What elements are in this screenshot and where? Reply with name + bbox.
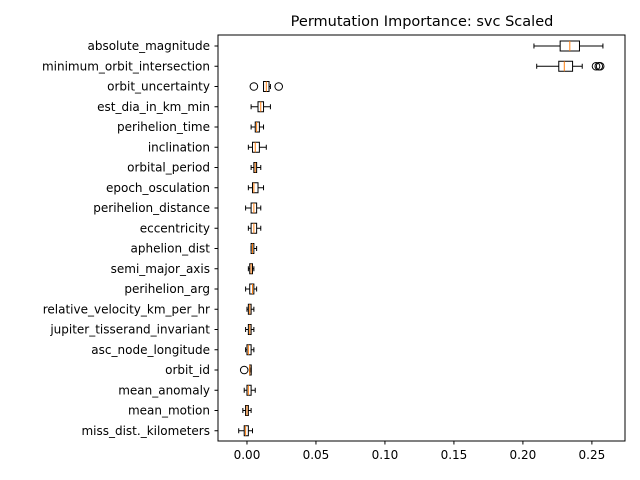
y-axis: absolute_magnitude minimum_orbit_intersec… [42, 39, 218, 438]
box-orbital-period [250, 162, 262, 173]
box-group [238, 40, 605, 437]
y-tick-label: aphelion_dist [131, 242, 211, 256]
box-inclination [247, 141, 267, 153]
box-orbit-id [239, 364, 252, 376]
box-orbit-uncertainty [249, 81, 284, 92]
y-tick-label: perihelion_time [117, 120, 210, 134]
x-tick-label: 0.25 [579, 448, 606, 462]
x-tick-label: 0.10 [372, 448, 399, 462]
y-tick-label: semi_major_axis [111, 262, 210, 276]
y-tick-label: minimum_orbit_intersection [42, 59, 210, 73]
box-iqr [243, 425, 249, 437]
box-aphelion-dist [250, 243, 258, 254]
flier-point [591, 61, 601, 71]
box-relative-velocity-km-per-hr [246, 303, 255, 315]
box-perihelion-arg [245, 283, 258, 295]
box-minimum-orbit-intersection [536, 60, 605, 72]
y-tick-label: orbital_period [127, 161, 210, 175]
x-tick-label: 0.05 [303, 448, 330, 462]
box-asc-node-longitude [245, 344, 255, 356]
flier-point [274, 82, 284, 91]
box-iqr [251, 182, 259, 194]
box-eccentricity [247, 222, 262, 234]
y-tick-label: asc_node_longitude [91, 343, 210, 357]
y-tick-label: perihelion_distance [93, 201, 210, 215]
y-tick-label: mean_motion [128, 404, 210, 418]
x-tick-label: 0.15 [441, 448, 468, 462]
box-iqr [249, 283, 255, 295]
box-absolute-magnitude [533, 40, 604, 52]
box-iqr [558, 60, 574, 72]
flier-point [595, 61, 605, 71]
box-jupiter-tisserand-invariant [245, 324, 255, 335]
y-tick-label: miss_dist._kilometers [81, 424, 210, 438]
box-perihelion-distance [245, 202, 262, 214]
box-perihelion-time [250, 121, 265, 133]
x-tick-label: 0.00 [234, 448, 261, 462]
box-iqr [246, 344, 252, 356]
box-mean-anomaly [243, 384, 256, 396]
y-tick-label: orbit_id [165, 363, 210, 377]
box-est-dia-in-km-min [250, 101, 271, 113]
y-tick-label: jupiter_tisserand_invariant [49, 323, 210, 337]
plot-frame [217, 34, 626, 442]
y-tick-label: relative_velocity_km_per_hr [43, 302, 210, 316]
x-axis: 0.00 0.05 0.10 0.15 0.20 0.25 [234, 441, 606, 462]
y-tick-label: orbit_uncertainty [107, 80, 210, 94]
flier-point [249, 82, 259, 91]
flier-point [239, 365, 249, 375]
x-tick-label: 0.20 [510, 448, 537, 462]
box-miss-dist-kilometers [238, 425, 253, 437]
y-tick-label: est_dia_in_km_min [97, 100, 210, 114]
box-iqr [254, 121, 260, 133]
y-tick-label: absolute_magnitude [87, 39, 210, 53]
plot-area [217, 34, 626, 442]
y-tick-label: mean_anomaly [118, 383, 210, 397]
box-mean-motion [242, 405, 252, 416]
chart-title: Permutation Importance: svc Scaled [291, 14, 554, 30]
y-tick-label: perihelion_arg [124, 282, 210, 296]
y-tick-label: epoch_osculation [106, 181, 210, 195]
box-semi-major-axis [247, 263, 255, 275]
box-iqr [246, 384, 252, 396]
y-tick-label: eccentricity [140, 221, 210, 235]
box-iqr [251, 141, 260, 153]
y-tick-label: inclination [148, 140, 210, 154]
box-epoch-osculation [247, 182, 265, 194]
